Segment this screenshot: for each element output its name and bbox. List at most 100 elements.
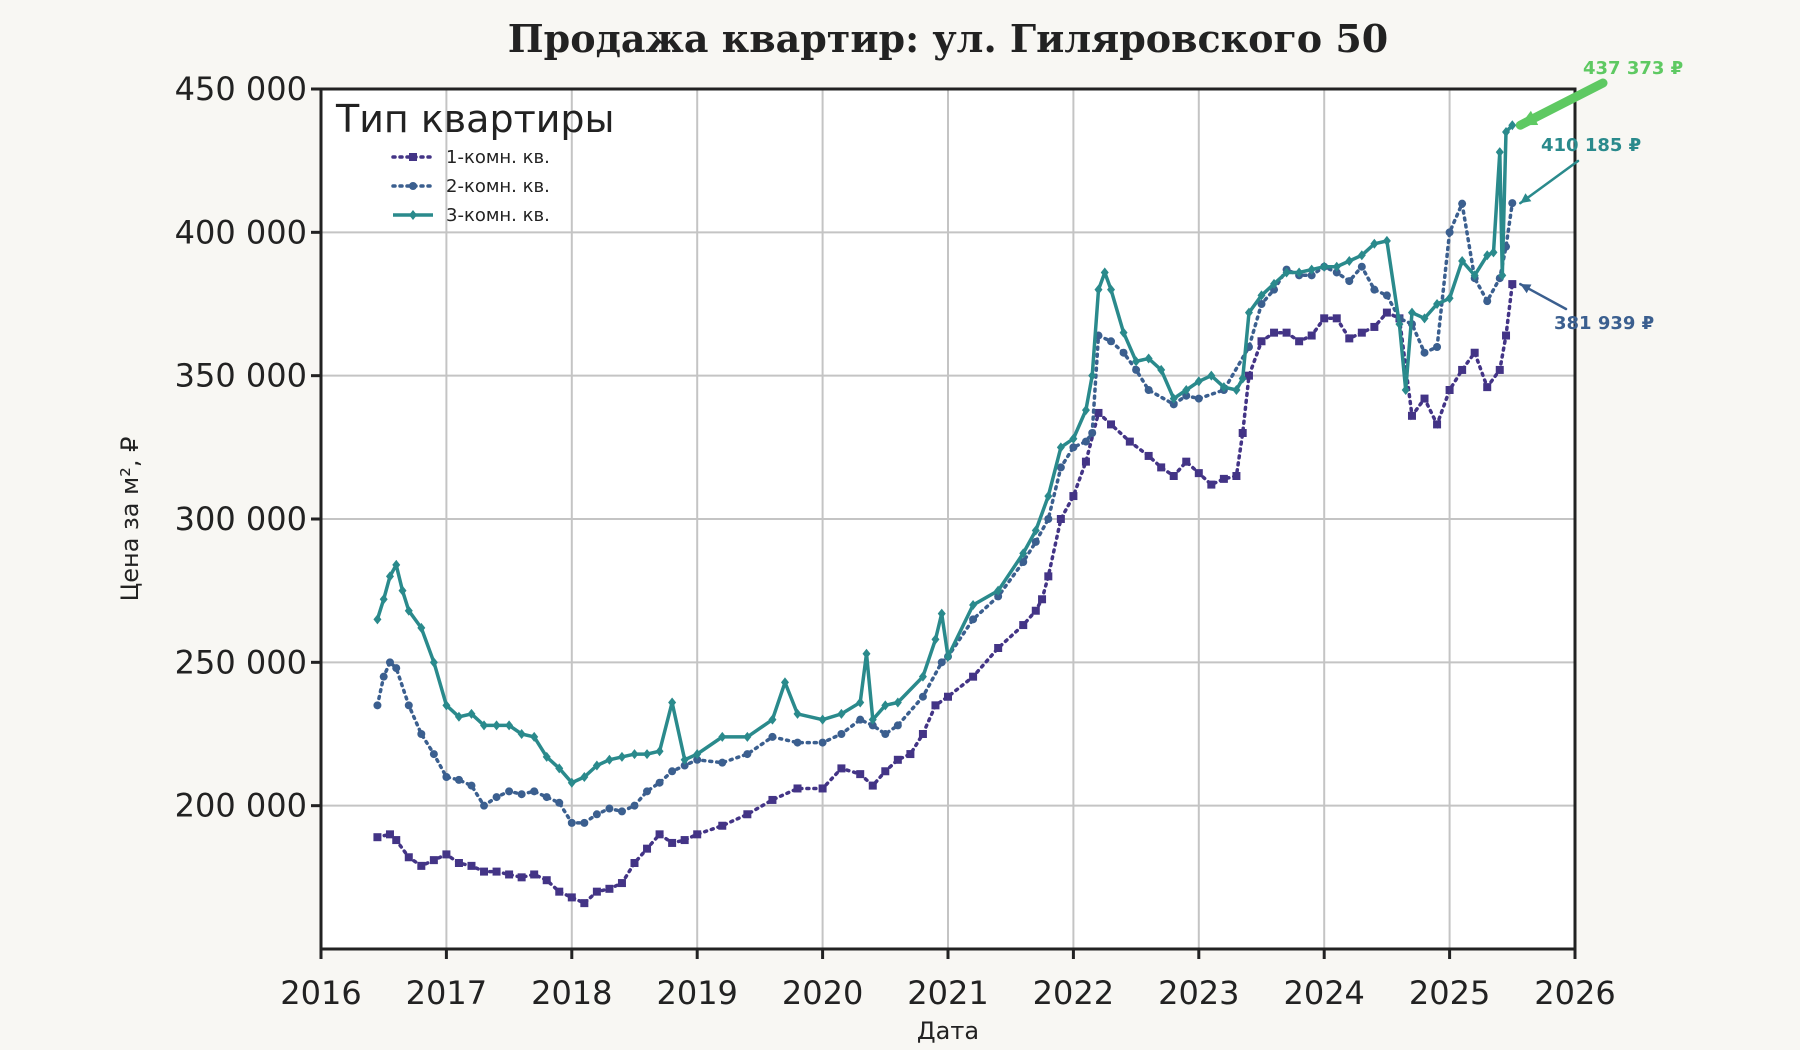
data-point bbox=[404, 605, 413, 616]
data-point bbox=[1056, 442, 1065, 453]
data-point bbox=[1495, 365, 1504, 374]
x-tick-label: 2023 bbox=[1158, 974, 1239, 1012]
data-point bbox=[1044, 515, 1053, 523]
legend-label: 2-комн. кв. bbox=[446, 176, 550, 197]
y-tick-label: 200 000 bbox=[175, 787, 307, 825]
data-point bbox=[630, 749, 639, 760]
data-point bbox=[1169, 400, 1178, 409]
data-point bbox=[868, 721, 877, 730]
data-point bbox=[580, 818, 589, 827]
data-point bbox=[1044, 491, 1053, 502]
data-point bbox=[1088, 370, 1097, 381]
data-point bbox=[1395, 319, 1404, 330]
data-point bbox=[1407, 411, 1416, 420]
legend-marker bbox=[409, 210, 417, 220]
x-tick-label: 2026 bbox=[1534, 974, 1615, 1012]
data-point bbox=[1332, 268, 1341, 277]
data-point bbox=[1433, 420, 1442, 429]
data-point bbox=[617, 807, 626, 816]
data-point bbox=[385, 658, 394, 667]
data-point bbox=[1056, 463, 1065, 472]
data-point bbox=[454, 775, 463, 784]
series-3 bbox=[373, 120, 1517, 788]
annotation-arrowhead bbox=[1520, 284, 1532, 294]
data-point bbox=[1081, 405, 1090, 416]
data-point bbox=[417, 730, 426, 738]
data-point bbox=[592, 810, 601, 819]
data-point bbox=[969, 615, 978, 624]
series-line bbox=[375, 197, 1515, 825]
data-point bbox=[1458, 199, 1467, 208]
axes: 2016 2017 2018 2019 2020 2021 2022 2023 2024 2025… bbox=[175, 70, 1616, 1012]
data-point bbox=[937, 658, 946, 667]
data-point bbox=[1094, 284, 1103, 295]
data-point bbox=[1031, 537, 1040, 546]
data-point bbox=[1320, 261, 1329, 272]
x-tick-label: 2017 bbox=[406, 974, 487, 1012]
data-point bbox=[1219, 474, 1228, 483]
data-point bbox=[780, 677, 789, 688]
data-point bbox=[793, 784, 802, 793]
data-point bbox=[893, 755, 902, 764]
data-point bbox=[442, 700, 451, 711]
data-point bbox=[1219, 382, 1228, 393]
data-point bbox=[517, 873, 526, 882]
data-point bbox=[542, 751, 551, 762]
legend-item: 1-комн. кв. bbox=[391, 147, 550, 168]
x-axis-label: Дата bbox=[917, 1017, 979, 1045]
data-point bbox=[1401, 385, 1410, 395]
data-point bbox=[567, 893, 576, 902]
data-point bbox=[567, 818, 576, 827]
data-point bbox=[429, 856, 438, 865]
y-tick-label: 350 000 bbox=[175, 357, 307, 395]
data-point bbox=[605, 884, 614, 893]
data-point bbox=[480, 801, 489, 810]
data-point bbox=[1244, 307, 1253, 318]
data-point bbox=[542, 793, 551, 802]
data-point bbox=[1382, 308, 1391, 317]
data-point bbox=[580, 772, 589, 782]
data-point bbox=[837, 708, 846, 719]
data-point bbox=[417, 861, 426, 870]
data-point bbox=[1420, 313, 1429, 324]
data-point bbox=[994, 592, 1003, 601]
legend-item: 3-комн. кв. bbox=[393, 205, 550, 226]
annotation-arrowhead bbox=[1520, 193, 1532, 204]
data-point bbox=[1069, 443, 1078, 452]
data-point bbox=[1044, 572, 1053, 581]
legend-item: 2-комн. кв. bbox=[391, 176, 550, 197]
data-point bbox=[1031, 606, 1040, 615]
data-point bbox=[1119, 327, 1128, 338]
data-point bbox=[605, 804, 614, 813]
data-point bbox=[379, 672, 388, 681]
y-tick-label: 300 000 bbox=[175, 500, 307, 538]
data-point bbox=[480, 720, 489, 731]
data-point bbox=[743, 810, 752, 819]
data-point bbox=[1345, 277, 1354, 286]
data-point bbox=[1257, 290, 1266, 301]
data-point bbox=[693, 755, 702, 764]
data-point bbox=[454, 859, 463, 867]
legend-marker bbox=[409, 182, 417, 190]
annotation-label: 381 939 ₽ bbox=[1554, 313, 1654, 334]
data-point bbox=[530, 731, 539, 742]
data-point bbox=[567, 777, 576, 788]
data-point bbox=[1207, 480, 1216, 489]
data-point bbox=[1489, 247, 1498, 258]
data-point bbox=[1238, 373, 1247, 384]
data-point bbox=[693, 830, 702, 839]
data-point bbox=[856, 697, 865, 708]
data-point bbox=[1420, 394, 1429, 403]
data-point bbox=[1019, 548, 1028, 559]
data-point bbox=[467, 861, 476, 870]
legend-marker bbox=[409, 153, 417, 161]
data-point bbox=[994, 585, 1003, 596]
data-point bbox=[404, 853, 413, 862]
data-point bbox=[1495, 147, 1504, 158]
data-point bbox=[655, 778, 664, 787]
data-point bbox=[373, 614, 382, 625]
data-point bbox=[743, 731, 752, 742]
data-point bbox=[643, 844, 652, 853]
annotation-label: 437 373 ₽ bbox=[1583, 58, 1683, 79]
data-point bbox=[1382, 235, 1391, 246]
